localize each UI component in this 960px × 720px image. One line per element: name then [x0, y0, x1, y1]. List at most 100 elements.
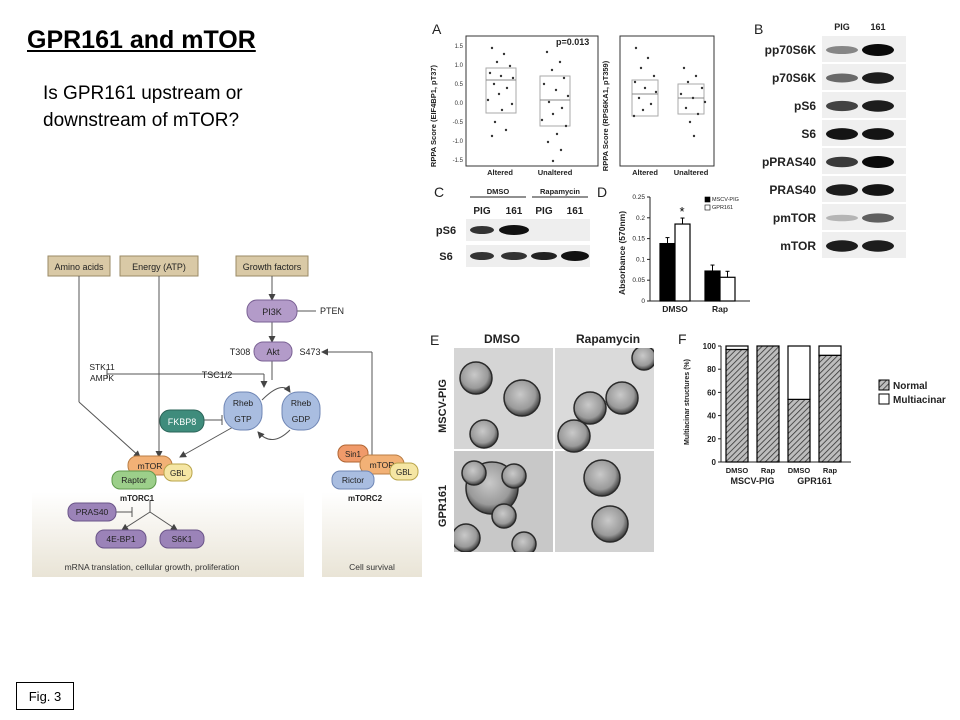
blot-row-label: p70S6K — [772, 71, 816, 85]
plot1-ytick: 0.0 — [455, 101, 464, 107]
col-label-dmso: DMSO — [484, 332, 520, 346]
f-legend-label: Normal — [893, 381, 928, 392]
plot1-box-unaltered — [539, 75, 571, 127]
rheb-gdp-node — [281, 391, 321, 431]
panel-f-stacked-bar-chart: F Multiacinar structures (%) 0 20 40 60 80 10… — [678, 331, 946, 486]
lane-label-161: 161 — [870, 22, 885, 32]
raptor-label: Raptor — [121, 475, 147, 485]
amino-acids-label: Amino acids — [54, 262, 104, 272]
s6-blot-strip — [466, 245, 590, 267]
4ebp1-node — [95, 529, 147, 549]
group-dmso-label: DMSO — [487, 187, 510, 196]
d-category-label: Rap — [712, 304, 728, 314]
plot2-group-unaltered: Unaltered — [674, 168, 709, 177]
figure-label: Fig. 3 — [16, 682, 74, 710]
sin1-node — [337, 444, 369, 463]
panel-e-microscopy: E DMSO Rapamycin MSCV-PIG GPR161 — [428, 330, 654, 552]
plot2-points — [632, 46, 707, 138]
f-group-label: GPR161 — [797, 476, 832, 486]
blot-band — [862, 72, 894, 84]
mtorc2-gbl-label: GBL — [396, 468, 413, 477]
tsc-label: TSC1/2 — [202, 370, 233, 380]
f-bar-segment — [756, 345, 780, 463]
blot-band — [826, 73, 858, 83]
d-bar — [674, 223, 691, 302]
pvalue-label: p=0.013 — [556, 37, 589, 47]
plot2-box-altered — [631, 79, 659, 117]
blot-band — [826, 156, 858, 168]
row-label-mscv-pig: MSCV-PIG — [437, 379, 449, 433]
plot1-ytick: -1.5 — [453, 158, 464, 164]
f-ytick-label: 0 — [712, 458, 717, 467]
panel-b-letter: B — [754, 21, 763, 37]
d-ytick-label: 0.25 — [632, 194, 645, 201]
gdp-label: GDP — [292, 414, 311, 424]
rheb-gtp-label: Rheb — [233, 398, 254, 408]
pi3k-label: PI3K — [262, 307, 282, 317]
d-ytick-label: 0 — [641, 298, 645, 305]
slide-subtitle: Is GPR161 upstream or downstream of mTOR… — [43, 83, 243, 131]
plot2-group-altered: Altered — [632, 168, 658, 177]
f-bar-segment — [818, 345, 842, 356]
d-ytick-label: 0.1 — [636, 256, 645, 263]
lane-label: PIG — [535, 206, 552, 217]
rheb-gdp-label: Rheb — [291, 398, 312, 408]
pras40-label: PRAS40 — [76, 507, 109, 517]
rictor-node — [331, 470, 375, 490]
blot-row-label: pmTOR — [773, 211, 816, 225]
rheb-gtp-node — [223, 391, 263, 431]
blot-band — [826, 214, 858, 222]
f-group-label: MSCV-PIG — [730, 476, 774, 486]
f-bar-segment — [725, 348, 749, 463]
f-ytick-label: 80 — [707, 365, 716, 374]
row-label-ps6: pS6 — [436, 225, 456, 237]
f-bar-segment — [787, 398, 811, 463]
d-ytick-label: 0.15 — [632, 236, 645, 243]
d-category-label: DMSO — [662, 304, 688, 314]
panel-d-ylabel: Absorbance (570nm) — [617, 211, 627, 295]
f-ytick-label: 40 — [707, 412, 716, 421]
blot-row-label: S6 — [801, 127, 816, 141]
f-bar-segment — [787, 345, 811, 400]
d-ytick-label: 0.05 — [632, 277, 645, 284]
sin1-label: Sin1 — [345, 450, 362, 459]
mtorc1-output-label: mRNA translation, cellular growth, proli… — [65, 562, 240, 572]
mtorc2-mtor-label: mTOR — [370, 460, 395, 470]
f-ytick-label: 20 — [707, 435, 716, 444]
fkbp8-node — [159, 409, 205, 433]
blot-band — [862, 240, 894, 252]
growth-factors-label: Growth factors — [243, 262, 302, 272]
panel-c-letter: C — [434, 184, 444, 200]
blot-band — [826, 240, 858, 252]
panel-b-western-blot: B PIG 161 pp70S6K p70S6K pS6 S6 pPRAS40 PRAS4… — [754, 21, 906, 258]
s473-label: S473 — [299, 347, 320, 357]
blot-band — [862, 213, 894, 223]
f-category-label: Rap — [761, 466, 776, 475]
mtor-pathway-diagram: Amino acids Energy (ATP) Growth factors … — [32, 252, 422, 577]
lane-label-pig: PIG — [834, 22, 850, 32]
akt-node — [253, 341, 293, 362]
f-category-label: DMSO — [788, 466, 811, 475]
panel-d-bar-chart: D Absorbance (570nm) 0 0.05 0.1 0.15 0.2 0.25… — [597, 184, 750, 314]
mtorc1-gbl-node — [163, 463, 193, 482]
d-legend-label: GPR161 — [712, 205, 733, 211]
plot1-ylabel: RPPA Score (EIF4BP1, pT37) — [429, 64, 438, 167]
blot-band — [862, 100, 894, 112]
plot1-ytick: 0.5 — [455, 82, 464, 88]
mtorc2-output-panel — [322, 492, 422, 577]
row-label-s6: S6 — [439, 251, 452, 263]
panel-f-ylabel: Multiacinar structures (%) — [684, 359, 691, 445]
d-legend-swatch — [704, 204, 711, 211]
panel-a-letter: A — [432, 21, 442, 37]
lane-label: PIG — [473, 206, 490, 217]
plot1-points — [486, 46, 570, 163]
mtorc2-gbl-node — [389, 462, 419, 481]
d-bar — [704, 270, 721, 302]
akt-label: Akt — [266, 347, 280, 357]
pi3k-node — [246, 299, 298, 323]
f-ytick-label: 60 — [707, 388, 716, 397]
f-legend-swatch — [878, 379, 890, 391]
f-legend-label: Multiacinar — [893, 395, 946, 406]
panel-d-letter: D — [597, 184, 607, 200]
rictor-label: Rictor — [342, 475, 364, 485]
